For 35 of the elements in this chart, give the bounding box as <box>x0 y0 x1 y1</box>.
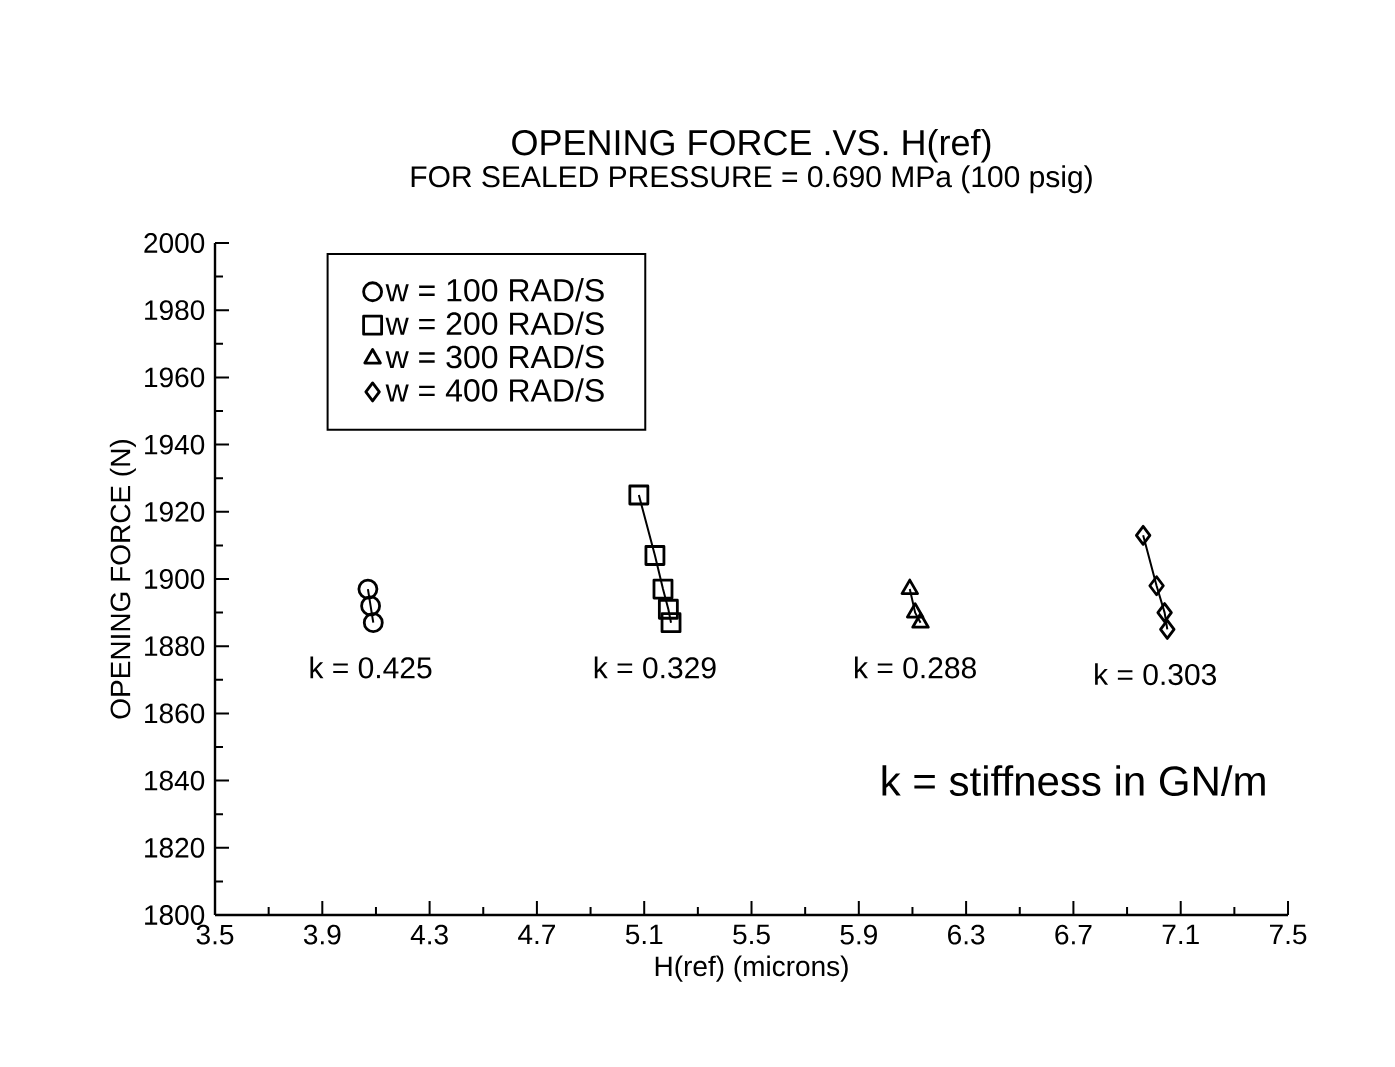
y-tick-label: 1800 <box>145 905 205 925</box>
x-tick-label: 5.1 <box>625 924 663 945</box>
legend-label: w = 300 RAD/S <box>385 344 604 369</box>
y-tick-label: 1900 <box>145 569 205 589</box>
y-tick-label: 1980 <box>145 300 205 321</box>
x-tick-label: 5.5 <box>733 924 770 945</box>
y-tick-label: 1940 <box>145 434 205 455</box>
x-tick-label: 4.3 <box>410 924 448 945</box>
x-tick-label: 6.3 <box>948 924 985 945</box>
y-tick-label: 1820 <box>145 837 205 858</box>
y-tick-label: 1860 <box>145 703 205 724</box>
legend-label: w = 100 RAD/S <box>385 278 604 302</box>
x-axis-title: H(ref) (microns) <box>655 955 848 982</box>
y-tick-label: 1840 <box>145 770 205 791</box>
annotation: k = 0.329 <box>594 656 716 679</box>
annotation: k = 0.425 <box>310 656 432 679</box>
y-tick-label: 2000 <box>144 233 205 253</box>
annotation: k = 0.288 <box>855 656 976 679</box>
annotation: k = 0.303 <box>1095 663 1217 686</box>
chart-title: OPENING FORCE .VS. H(ref) <box>512 128 991 163</box>
x-tick-label: 5.9 <box>840 924 877 945</box>
x-tick-label: 6.7 <box>1055 924 1092 945</box>
legend-label: w = 200 RAD/S <box>385 311 604 335</box>
annotation: k = stiffness in GN/m <box>882 765 1265 797</box>
x-tick-label: 7.1 <box>1162 924 1199 944</box>
y-tick-label: 1960 <box>145 367 205 388</box>
x-tick-label: 7.5 <box>1269 924 1307 945</box>
x-tick-label: 3.5 <box>196 924 234 945</box>
y-tick-label: 1920 <box>145 501 205 522</box>
y-tick-label: 1880 <box>145 636 205 657</box>
y-axis-title: OPENING FORCE (N) <box>109 439 136 719</box>
x-tick-label: 3.9 <box>303 924 341 945</box>
chart-subtitle: FOR SEALED PRESSURE = 0.690 MPa (100 psig) <box>411 165 1092 194</box>
x-tick-label: 4.7 <box>518 924 555 944</box>
legend-label: w = 400 RAD/S <box>385 378 604 402</box>
